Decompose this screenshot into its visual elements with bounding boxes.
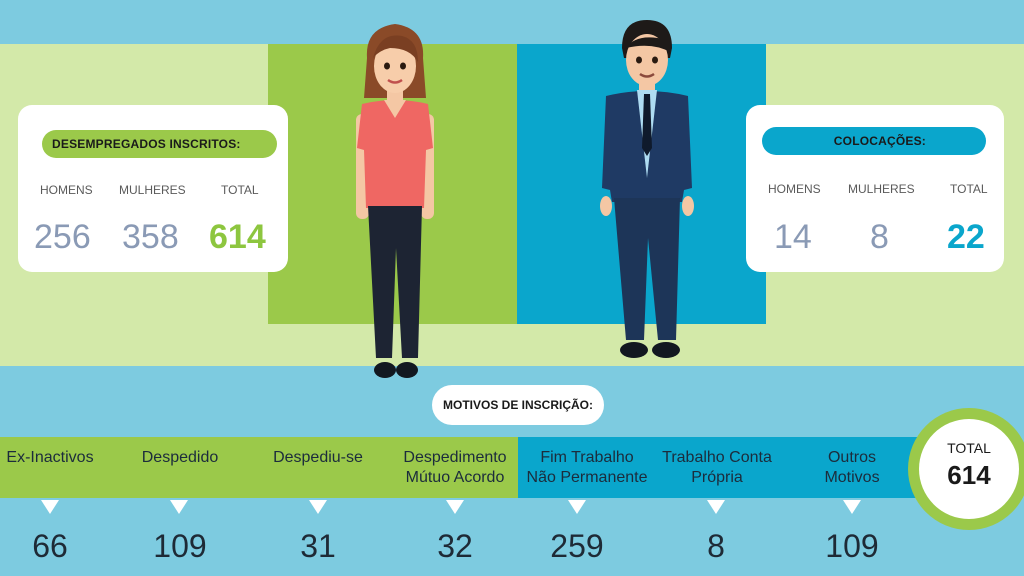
reason-label: Despedido — [141, 449, 219, 466]
down-arrow-icon — [309, 500, 327, 514]
men-value: 14 — [774, 218, 812, 256]
total-label: TOTAL — [947, 440, 991, 456]
women-value: 8 — [870, 218, 889, 256]
women-label: MULHERES — [848, 182, 915, 196]
reason-label: Fim Trabalho Não Permanente — [526, 449, 648, 486]
man-illustration — [600, 20, 694, 358]
total-circle-inner — [919, 419, 1019, 519]
unemployed-title: DESEMPREGADOS INSCRITOS: — [42, 130, 277, 158]
men-label: HOMENS — [768, 182, 821, 196]
men-value: 256 — [34, 218, 91, 256]
reasons-bar-blue — [518, 437, 938, 498]
woman-illustration — [356, 24, 434, 378]
down-arrow-icon — [707, 500, 725, 514]
reason-label: Despediu-se — [273, 449, 363, 466]
reason-value: 32 — [437, 528, 473, 564]
total-value: 614 — [947, 460, 991, 490]
reasons-title: MOTIVOS DE INSCRIÇÃO: — [432, 385, 604, 425]
women-value: 358 — [122, 218, 179, 256]
placements-title: COLOCAÇÕES: — [762, 127, 986, 155]
reasons-bar-green — [0, 437, 518, 498]
reason-value: 31 — [300, 528, 336, 564]
reason-label: Outros Motivos — [824, 449, 880, 486]
total-value: 22 — [947, 218, 985, 256]
men-label: HOMENS — [40, 183, 93, 197]
top-band — [0, 0, 1024, 44]
reason-value: 259 — [550, 528, 604, 564]
reason-label: Despedimento Mútuo Acordo — [403, 449, 507, 486]
women-label: MULHERES — [119, 183, 186, 197]
down-arrow-icon — [568, 500, 586, 514]
reason-value: 8 — [707, 528, 725, 564]
total-label: TOTAL — [950, 182, 988, 196]
reason-value: 109 — [825, 528, 879, 564]
reason-label: Trabalho Conta Própria — [662, 449, 772, 486]
total-value: 614 — [209, 218, 266, 256]
down-arrow-icon — [843, 500, 861, 514]
down-arrow-icon — [446, 500, 464, 514]
down-arrow-icon — [170, 500, 188, 514]
reason-label: Ex-Inactivos — [6, 449, 94, 466]
down-arrow-icon — [41, 500, 59, 514]
total-label: TOTAL — [221, 183, 259, 197]
reason-value: 66 — [32, 528, 68, 564]
reason-value: 109 — [153, 528, 207, 564]
